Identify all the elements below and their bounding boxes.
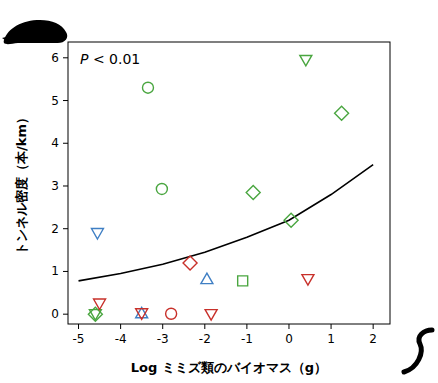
mole-tail [2, 36, 10, 42]
y-axis-title: トンネル密度（本/km） [14, 111, 29, 255]
x-tick-label: -2 [199, 332, 211, 346]
point [201, 273, 213, 284]
plot-frame [68, 42, 390, 324]
x-tick [288, 324, 289, 329]
annotation-part: < 0.01 [88, 51, 140, 67]
y-tick [63, 314, 68, 315]
point [284, 213, 298, 227]
plot-area [79, 55, 374, 321]
y-tick [63, 228, 68, 229]
y-tick [63, 100, 68, 101]
x-tick-label: 1 [327, 332, 335, 346]
chart: -5 -4 -3 -2 -1 0 1 2 0 1 2 3 4 5 6 Log ミミズ類のバイオマス（g） トンネ… [0, 0, 438, 383]
x-tick-label: -4 [115, 332, 127, 346]
x-tick-label: -1 [241, 332, 253, 346]
y-tick [63, 185, 68, 186]
y-tick [63, 271, 68, 272]
point [335, 106, 349, 120]
point [238, 276, 248, 286]
y-tick [63, 57, 68, 58]
y-tick [63, 143, 68, 144]
y-tick-label: 0 [51, 307, 59, 321]
x-tick [331, 324, 332, 329]
worm-icon [404, 330, 432, 372]
icons [2, 20, 432, 372]
x-tick-label: 2 [369, 332, 377, 346]
y-tick-label: 5 [51, 94, 59, 108]
x-tick [373, 324, 374, 329]
point [142, 82, 153, 93]
y-tick-label: 1 [51, 264, 59, 278]
axes: -5 -4 -3 -2 -1 0 1 2 0 1 2 3 4 5 6 [51, 51, 377, 346]
x-axis-title: Log ミミズ類のバイオマス（g） [131, 360, 327, 375]
x-tick [162, 324, 163, 329]
mole-icon [4, 20, 68, 44]
x-tick-label: -3 [157, 332, 169, 346]
y-tick-label: 2 [51, 222, 59, 236]
y-tick-label: 4 [51, 136, 59, 150]
point [94, 299, 106, 310]
x-tick [204, 324, 205, 329]
point [166, 308, 177, 319]
point [91, 228, 103, 239]
y-tick-label: 6 [51, 51, 59, 65]
point [136, 309, 148, 320]
point [205, 310, 217, 321]
x-tick [78, 324, 79, 329]
point [246, 185, 260, 199]
y-tick-label: 3 [51, 179, 59, 193]
point [156, 183, 167, 194]
fit-curve [79, 165, 374, 281]
x-tick [120, 324, 121, 329]
x-tick-label: 0 [285, 332, 293, 346]
point [300, 55, 312, 66]
x-tick [246, 324, 247, 329]
annotation: P < 0.01 [80, 51, 140, 67]
point [183, 256, 197, 270]
x-tick-label: -5 [73, 332, 85, 346]
point [302, 275, 314, 286]
